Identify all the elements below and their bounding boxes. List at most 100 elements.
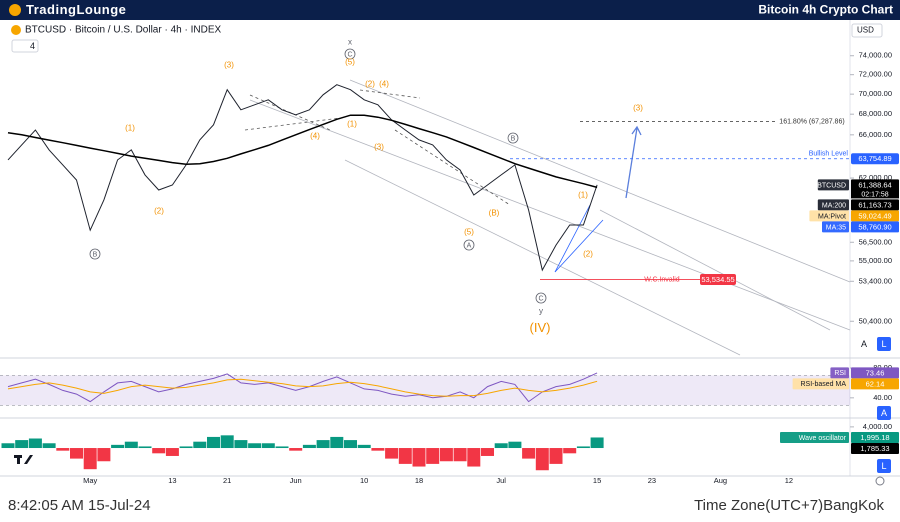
oscillator-bar bbox=[398, 448, 412, 464]
x-tick-label: 18 bbox=[415, 476, 423, 485]
price-tag-name-bg bbox=[822, 221, 849, 233]
wave-label: A bbox=[467, 242, 472, 249]
tv-logo bbox=[14, 455, 33, 464]
price-tag-name: MA:Pivot bbox=[818, 213, 846, 220]
wave-label: (2) bbox=[583, 250, 593, 259]
scale-button[interactable] bbox=[877, 406, 891, 420]
y-tick-label: 70,000.00 bbox=[859, 89, 892, 98]
oscillator-bar bbox=[412, 448, 426, 467]
wave-label: (3) bbox=[374, 143, 384, 152]
wedge-line bbox=[554, 204, 591, 273]
price-tag-timer-bg bbox=[851, 189, 899, 199]
footer-timezone: Time Zone(UTC+7)BangKok bbox=[694, 497, 884, 514]
series-line bbox=[7, 84, 598, 272]
price-tag-name: RSI-based MA bbox=[800, 381, 846, 388]
oscillator-bar bbox=[56, 448, 70, 451]
wave-label: (1) bbox=[347, 120, 357, 129]
scale-button-label: L bbox=[881, 461, 886, 471]
currency-box[interactable] bbox=[851, 23, 883, 38]
level-tag-label: 63,754.89 bbox=[858, 154, 891, 163]
price-tag-value: 59,024.49 bbox=[858, 211, 891, 220]
indicator-count: 4 bbox=[30, 41, 35, 51]
wave-label: (3) bbox=[224, 61, 234, 70]
wave-label: B bbox=[511, 135, 516, 142]
scale-button[interactable] bbox=[857, 337, 871, 351]
wave-label: B bbox=[93, 251, 98, 258]
y-tick-label: 55,000.00 bbox=[859, 256, 892, 265]
x-tick-label: 13 bbox=[168, 476, 176, 485]
oscillator-bar bbox=[467, 448, 481, 467]
oscillator-bar bbox=[439, 448, 453, 462]
oscillator-bar bbox=[494, 443, 508, 449]
y-tick-label: 74,000.00 bbox=[859, 51, 892, 60]
y-tick-label: 56,500.00 bbox=[859, 237, 892, 246]
level-tag bbox=[851, 153, 899, 165]
oscillator-bar bbox=[152, 448, 166, 454]
level-tag-label: 53,534.55 bbox=[701, 275, 734, 284]
oscillator-bar bbox=[481, 448, 494, 456]
oscillator-bar bbox=[15, 440, 29, 449]
price-tag bbox=[851, 199, 899, 211]
oscillator-bar bbox=[28, 438, 42, 449]
wave-label-circle bbox=[463, 239, 475, 251]
price-tag-name-bg bbox=[792, 378, 849, 390]
oscillator-bar bbox=[289, 448, 303, 451]
indicator-toggle[interactable] bbox=[11, 39, 39, 53]
wave-label: (5) bbox=[464, 228, 474, 237]
x-tick-label: 21 bbox=[223, 476, 231, 485]
wave-label: (1) bbox=[125, 124, 135, 133]
scale-button[interactable] bbox=[877, 337, 891, 351]
oscillator-bar bbox=[124, 441, 138, 449]
wave-label: (5) bbox=[345, 58, 355, 67]
level-label: Bullish Level bbox=[809, 151, 849, 158]
price-tag-name: BTCUSD bbox=[817, 182, 846, 189]
oscillator-bar bbox=[385, 448, 399, 459]
level-label-bg bbox=[776, 116, 848, 127]
footer-time: 8:42:05 AM 15-Jul-24 bbox=[8, 497, 151, 514]
oscillator-bar bbox=[426, 448, 440, 464]
scale-button-label: A bbox=[861, 339, 867, 349]
oscillator-bar bbox=[234, 440, 248, 449]
settings-icon[interactable] bbox=[875, 476, 885, 486]
oscillator-bar bbox=[508, 441, 522, 449]
oscillator-bar bbox=[590, 437, 604, 449]
price-tag bbox=[851, 179, 899, 191]
price-tag bbox=[851, 210, 899, 222]
wave-label: (4) bbox=[310, 132, 320, 141]
oscillator-bar bbox=[193, 441, 207, 449]
target-arrow bbox=[625, 125, 642, 199]
scale-button[interactable] bbox=[877, 459, 891, 473]
price-tag-value: 61,388.64 bbox=[858, 180, 891, 189]
oscillator-bar bbox=[344, 440, 357, 449]
x-tick-label: 23 bbox=[648, 476, 656, 485]
wave-label: y bbox=[539, 307, 543, 316]
price-tag-value: 62.14 bbox=[866, 379, 885, 388]
oscillator-bar bbox=[42, 443, 56, 449]
x-tick-label: May bbox=[83, 476, 97, 485]
level-label: W.C.Invalid bbox=[644, 276, 680, 283]
oscillator-bar bbox=[302, 444, 316, 449]
oscillator-bar bbox=[576, 446, 590, 449]
oscillator-bar bbox=[70, 448, 83, 459]
price-tag-name-bg bbox=[817, 179, 849, 191]
oscillator-bar bbox=[261, 443, 275, 449]
price-tag-value: 1,995.18 bbox=[860, 433, 889, 442]
scale-button-label: L bbox=[881, 339, 886, 349]
oscillator-bar bbox=[453, 448, 467, 462]
wave-label: C bbox=[538, 295, 543, 302]
x-tick-label: 10 bbox=[360, 476, 368, 485]
x-tick-label: Jul bbox=[496, 476, 506, 485]
oscillator-bar bbox=[138, 446, 152, 449]
x-tick-label: Aug bbox=[714, 476, 727, 485]
level-tag bbox=[700, 274, 736, 286]
scale-button-label: A bbox=[881, 408, 887, 418]
oscillator-bar bbox=[248, 443, 262, 449]
price-tag bbox=[851, 442, 899, 454]
wave-label-circle bbox=[507, 132, 519, 144]
price-tag bbox=[851, 431, 899, 443]
y-tick-label: 66,000.00 bbox=[859, 130, 892, 139]
y-tick-label: 50,400.00 bbox=[859, 316, 892, 325]
oscillator-bar bbox=[563, 448, 577, 454]
oscillator-bar bbox=[1, 443, 15, 449]
